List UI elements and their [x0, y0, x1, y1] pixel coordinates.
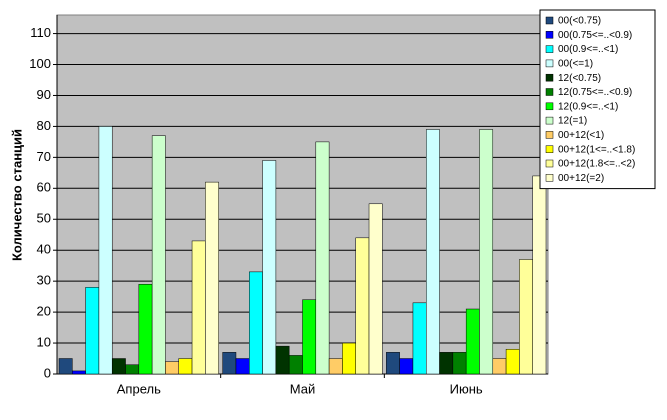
legend-swatch [545, 16, 554, 25]
bar [165, 361, 179, 375]
bar [386, 352, 400, 375]
y-tick-label: 70 [37, 149, 51, 164]
bar [302, 299, 317, 375]
bar [426, 129, 440, 375]
legend-label: 00+12(=2) [558, 173, 604, 184]
legend-swatch [545, 174, 554, 182]
bar [235, 358, 250, 375]
y-tick-label: 40 [37, 242, 51, 257]
bar [275, 345, 290, 375]
bar [125, 364, 140, 375]
legend-label: 00+12(1<=..<1.8) [558, 144, 635, 155]
bar [58, 358, 73, 375]
bar [205, 181, 219, 375]
legend-label: 00+12(1.8<=..<2) [558, 159, 635, 170]
bar [355, 237, 370, 375]
bar [519, 259, 533, 375]
bar [151, 135, 166, 375]
legend-swatch [545, 102, 554, 111]
legend-label: 12(0.9<=..<1) [558, 101, 618, 112]
legend-swatch [545, 73, 554, 82]
bar [178, 358, 193, 375]
bar [315, 141, 330, 375]
legend-swatch [545, 159, 554, 168]
legend-swatch [545, 59, 554, 68]
bar [138, 284, 153, 375]
legend-label: 00(<=1) [558, 59, 593, 70]
legend-box [539, 9, 656, 190]
bar [505, 348, 520, 375]
bar [465, 308, 480, 375]
bar [439, 352, 454, 375]
x-tick-label: Май [290, 381, 315, 396]
y-tick-label: 80 [37, 118, 51, 133]
legend-label: 00(0.9<=..<1) [558, 44, 618, 55]
y-tick-label: 90 [37, 87, 51, 102]
legend-label: 00+12(<1) [558, 130, 604, 141]
bar [342, 342, 356, 375]
legend-label: 00(<0.75) [558, 16, 601, 27]
y-tick-label: 110 [30, 25, 51, 40]
bar [492, 358, 507, 375]
legend-swatch [545, 88, 554, 96]
bar [249, 271, 263, 375]
bar [532, 175, 547, 375]
y-axis-label: Количество станций [9, 129, 24, 261]
bar [85, 287, 100, 375]
legend-swatch [545, 45, 554, 53]
legend-swatch [545, 145, 554, 153]
x-tick-label: Июнь [450, 381, 483, 396]
y-tick-label: 20 [37, 304, 51, 319]
x-tick-label: Апрель [117, 381, 161, 396]
y-tick-label: 10 [37, 334, 51, 349]
bar [72, 370, 86, 375]
y-tick-label: 50 [37, 211, 51, 226]
legend-label: 00(0.75<=..<0.9) [558, 30, 632, 41]
y-tick-label: 0 [44, 365, 51, 380]
bar [412, 302, 427, 375]
legend-label: 12(0.75<=..<0.9) [558, 87, 632, 98]
legend-swatch [545, 131, 554, 139]
bar [328, 358, 343, 375]
bar [98, 126, 113, 375]
legend-label: 12(<0.75) [558, 73, 601, 84]
bar [222, 352, 237, 375]
bar [368, 203, 383, 375]
y-tick-label: 30 [37, 273, 51, 288]
bar [288, 355, 303, 375]
legend-swatch [545, 31, 554, 39]
bar [399, 358, 414, 375]
y-tick-label: 100 [29, 56, 51, 71]
bar [111, 358, 126, 375]
bar [452, 352, 467, 375]
y-tick-label: 60 [37, 180, 51, 195]
bar [479, 129, 494, 375]
legend-swatch [545, 116, 554, 125]
legend-label: 12(=1) [558, 116, 587, 127]
bar [262, 160, 277, 375]
bar [191, 240, 206, 375]
